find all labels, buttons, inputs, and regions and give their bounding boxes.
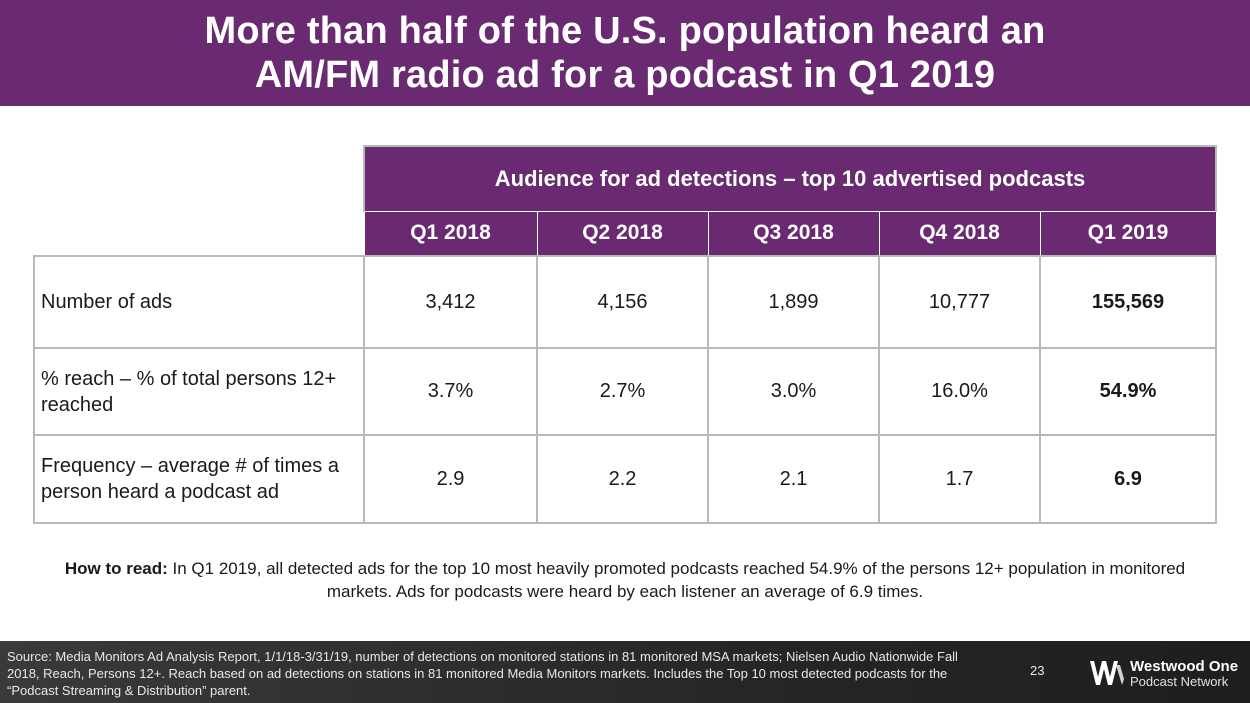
table-cell: 2.7% bbox=[536, 347, 709, 436]
logo-text-line-2: Podcast Network bbox=[1130, 674, 1229, 689]
title-bar: More than half of the U.S. population he… bbox=[0, 0, 1250, 106]
blank-corner-cell bbox=[34, 211, 364, 256]
table-cell: 3.0% bbox=[707, 347, 880, 436]
column-header-q4-2018: Q4 2018 bbox=[878, 210, 1041, 257]
table-cell: 2.1 bbox=[707, 434, 880, 524]
table-cell: 2.9 bbox=[363, 434, 538, 524]
table-cell: 3.7% bbox=[363, 347, 538, 436]
row-label-reach: % reach – % of total persons 12+ reached bbox=[33, 347, 365, 436]
page-number: 23 bbox=[1030, 663, 1045, 678]
row-label-number-of-ads: Number of ads bbox=[33, 255, 365, 349]
column-header-q1-2018: Q1 2018 bbox=[363, 210, 538, 257]
audience-table: Audience for ad detections – top 10 adve… bbox=[33, 145, 1218, 524]
table-cell-highlight: 155,569 bbox=[1038, 255, 1218, 349]
table-cell: 1,899 bbox=[707, 255, 880, 349]
table-cell: 16.0% bbox=[878, 347, 1041, 436]
table-cell: 2.2 bbox=[536, 434, 709, 524]
table-cell: 4,156 bbox=[536, 255, 709, 349]
footer-bar: Source: Media Monitors Ad Analysis Repor… bbox=[0, 641, 1250, 703]
column-header-row: Q1 2018 Q2 2018 Q3 2018 Q4 2018 Q1 2019 bbox=[34, 210, 1217, 257]
source-note: Source: Media Monitors Ad Analysis Repor… bbox=[7, 649, 958, 698]
westwood-one-logo-mark-icon bbox=[1090, 661, 1124, 685]
column-header-q3-2018: Q3 2018 bbox=[707, 210, 880, 257]
how-to-read-text: In Q1 2019, all detected ads for the top… bbox=[167, 559, 1186, 601]
table-cell-highlight: 54.9% bbox=[1038, 347, 1218, 436]
how-to-read-note: How to read: In Q1 2019, all detected ad… bbox=[60, 557, 1190, 603]
slide-title-line-2: AM/FM radio ad for a podcast in Q1 2019 bbox=[254, 54, 996, 96]
group-header-row: Audience for ad detections – top 10 adve… bbox=[34, 145, 1218, 212]
table-cell: 1.7 bbox=[878, 434, 1041, 524]
westwood-one-logo: Westwood One Podcast Network bbox=[1088, 657, 1238, 691]
slide-title-line-1: More than half of the U.S. population he… bbox=[204, 10, 1046, 52]
table-row: Number of ads 3,412 4,156 1,899 10,777 1… bbox=[33, 255, 1218, 349]
row-label-frequency: Frequency – average # of times a person … bbox=[33, 434, 365, 524]
column-header-q1-2019: Q1 2019 bbox=[1039, 210, 1217, 257]
table-cell: 10,777 bbox=[878, 255, 1041, 349]
group-header: Audience for ad detections – top 10 adve… bbox=[362, 145, 1218, 212]
logo-text-line-1: Westwood One bbox=[1130, 658, 1239, 675]
table-cell: 3,412 bbox=[363, 255, 538, 349]
table-row: % reach – % of total persons 12+ reached… bbox=[33, 347, 1218, 436]
how-to-read-lead: How to read: bbox=[64, 559, 168, 578]
table-row: Frequency – average # of times a person … bbox=[33, 434, 1218, 524]
blank-corner-cell bbox=[34, 146, 364, 211]
table-cell-highlight: 6.9 bbox=[1038, 434, 1218, 524]
column-header-q2-2018: Q2 2018 bbox=[536, 210, 709, 257]
